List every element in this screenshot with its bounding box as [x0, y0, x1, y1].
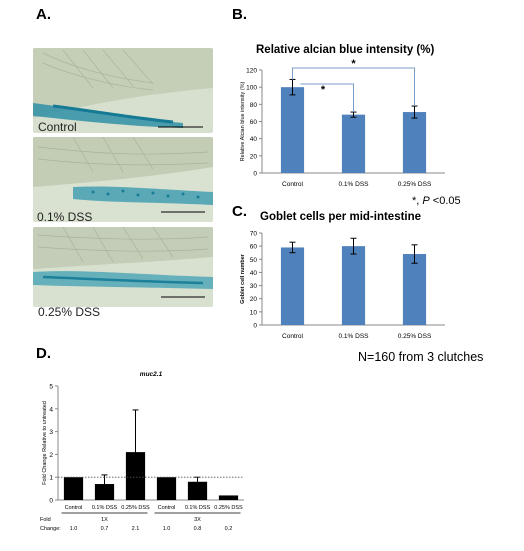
chart-c-y-tick-label: 0: [253, 323, 257, 330]
chart-b-y-tick-label: 120: [246, 68, 257, 75]
chart-d-bar: [63, 477, 84, 500]
chart-c-category-label: 0.25% DSS: [398, 333, 432, 340]
chart-b-y-tick-label: 80: [250, 102, 258, 109]
chart-c-y-tick-label: 30: [250, 283, 258, 290]
chart-d-group-label: 3X: [194, 517, 201, 523]
chart-c-y-tick-label: 40: [250, 270, 258, 277]
chart-d-fold-label: Fold: [40, 517, 51, 523]
chart-d-y-tick-label: 3: [49, 429, 53, 436]
chart-d-y-tick-label: 1: [49, 475, 53, 482]
chart-d-fold-value: 2.1: [132, 526, 140, 532]
chart-d-category-label: Control: [158, 505, 176, 511]
chart-d-category-label: 0.1% DSS: [92, 505, 118, 511]
chart-d-y-axis-label: Fold Change Relative to untreated: [42, 401, 48, 485]
chart-b-category-label: Control: [282, 181, 304, 188]
chart-c-category-label: Control: [282, 333, 304, 340]
chart-b-y-tick-label: 60: [250, 119, 258, 126]
chart-b-y-tick-label: 20: [250, 153, 258, 160]
panel-letter-b: B.: [232, 6, 247, 23]
chart-c-y-tick-label: 60: [250, 244, 258, 251]
micrograph-control: [33, 48, 213, 133]
chart-d-bar: [218, 495, 239, 500]
chart-d-y-tick-label: 4: [49, 406, 53, 413]
significance-note-suffix: <0.05: [429, 195, 461, 207]
chart-d-category-label: 0.25% DSS: [121, 505, 150, 511]
chart-d-category-label: 0.25% DSS: [214, 505, 243, 511]
chart-d-bar: [187, 481, 208, 500]
significance-note: *, P <0.05: [412, 195, 461, 207]
chart-b-y-axis-label: Relative Alcian blue intensity (%): [240, 81, 246, 161]
chart-c-category-label: 0.1% DSS: [339, 333, 370, 340]
chart-c-y-axis-label: Goblet cell number: [240, 253, 246, 304]
chart-c-y-tick-label: 70: [250, 231, 258, 238]
chart-c-title: Goblet cells per mid-intestine: [260, 211, 422, 223]
chart-d-bar: [156, 477, 177, 500]
chart-c-bar: [280, 247, 305, 325]
chart-d-y-tick-label: 5: [49, 384, 53, 391]
panel-letter-d: D.: [36, 345, 51, 362]
chart-b-title: Relative alcian blue intensity (%): [256, 44, 435, 56]
photo-label-control: Control: [38, 120, 77, 134]
chart-d-fold-value: 1.0: [70, 526, 78, 532]
chart-b-bar: [341, 114, 366, 173]
chart-d-fold-value: 0.7: [101, 526, 109, 532]
chart-c-y-tick-label: 20: [250, 296, 258, 303]
chart-d-group-label: 1X: [101, 517, 108, 523]
panel-letter-a: A.: [36, 6, 51, 23]
panel-letter-c: C.: [232, 203, 247, 220]
chart-b-bar: [280, 87, 305, 173]
chart-d-y-tick-label: 0: [49, 498, 53, 505]
chart-d-y-tick-label: 2: [49, 452, 53, 459]
chart-c-y-tick-label: 10: [250, 309, 258, 316]
chart-b-category-label: 0.25% DSS: [398, 181, 432, 188]
significance-note-prefix: *,: [412, 195, 423, 207]
chart-d-fold-value: 1.0: [163, 526, 171, 532]
chart-b-y-tick-label: 40: [250, 136, 258, 143]
chart-d-fold-label: Change:: [40, 526, 61, 532]
chart-b-significance-bracket: [292, 67, 415, 107]
photo-label-dss-high: 0.25% DSS: [38, 305, 101, 319]
chart-b-category-label: 0.1% DSS: [339, 181, 370, 188]
chart-b-significance-star: *: [351, 58, 356, 70]
chart-b-y-tick-label: 0: [253, 171, 257, 178]
micrograph-dss-low: [33, 137, 213, 222]
chart-d-category-label: Control: [65, 505, 83, 511]
chart-d-fold-value: 0.8: [194, 526, 202, 532]
chart-c-bar: [341, 246, 366, 325]
chart-c-bar: [402, 254, 427, 325]
micrograph-dss-high: [33, 227, 213, 307]
chart-d-fold-value: 0.2: [225, 526, 233, 532]
significance-note-p: P: [422, 195, 430, 207]
sample-size-note: N=160 from 3 clutches: [358, 350, 484, 364]
chart-b-bar: [402, 112, 427, 173]
chart-b-significance-star: *: [321, 84, 326, 96]
chart-c-y-tick-label: 50: [250, 257, 258, 264]
chart-b-y-tick-label: 100: [246, 85, 257, 92]
chart-d-title: muc2.1: [140, 371, 163, 378]
photo-label-dss-low: 0.1% DSS: [37, 210, 93, 224]
chart-d-category-label: 0.1% DSS: [185, 505, 211, 511]
chart-b-significance-bracket: [300, 83, 354, 113]
